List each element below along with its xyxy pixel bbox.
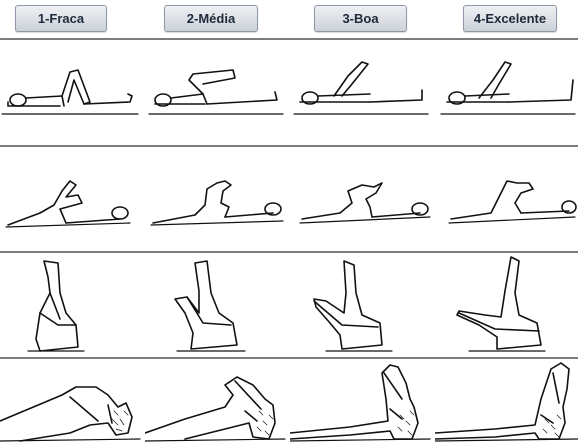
level-4-button[interactable]: 4-Excelente <box>463 5 557 32</box>
leg-lift-closeup-4 <box>435 362 578 442</box>
supine-knee-bent-3 <box>293 61 429 115</box>
prone-knee-raised-3 <box>299 182 431 224</box>
supine-knee-bent-4 <box>440 61 576 115</box>
level-2-button[interactable]: 2-Média <box>164 5 258 32</box>
prone-knee-raised-4 <box>448 180 577 224</box>
leg-lift-closeup-3 <box>290 364 431 442</box>
level-3-button[interactable]: 3-Boa <box>314 5 407 32</box>
leg-lift-closeup-1 <box>0 386 141 442</box>
divider-3 <box>0 251 578 253</box>
prone-knee-raised-1 <box>5 180 131 228</box>
divider-1 <box>0 38 578 40</box>
row-3 <box>0 253 578 357</box>
legs-up-sitting-3 <box>313 260 393 352</box>
divider-2 <box>0 145 578 147</box>
row-2 <box>0 147 578 251</box>
divider-4 <box>0 357 578 359</box>
leg-lift-closeup-2 <box>145 376 286 442</box>
supine-knee-bent-2 <box>148 69 284 115</box>
legs-up-sitting-1 <box>27 260 85 352</box>
prone-knee-raised-2 <box>150 180 284 226</box>
legs-up-sitting-4 <box>456 256 546 352</box>
legs-up-sitting-2 <box>174 260 246 352</box>
level-header: 1-Fraca 2-Média 3-Boa 4-Excelente <box>0 0 578 38</box>
supine-knee-bent-1 <box>1 69 139 115</box>
row-1 <box>0 40 578 144</box>
row-4 <box>0 359 578 448</box>
level-1-button[interactable]: 1-Fraca <box>15 5 107 32</box>
